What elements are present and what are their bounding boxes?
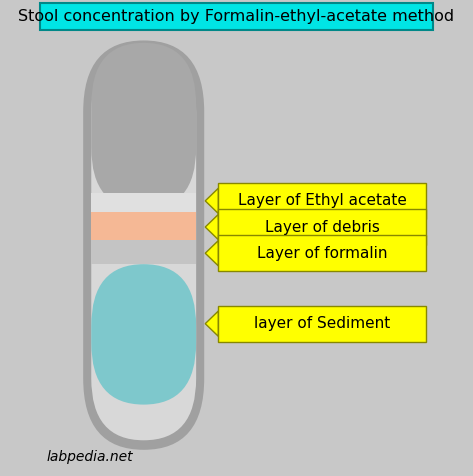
Bar xyxy=(91,240,196,264)
Bar xyxy=(219,209,426,245)
Polygon shape xyxy=(205,311,219,337)
Polygon shape xyxy=(205,240,219,266)
Bar xyxy=(91,193,196,212)
Bar xyxy=(219,235,426,271)
Text: labpedia.net: labpedia.net xyxy=(47,450,133,464)
Bar xyxy=(219,306,426,342)
Text: Layer of formalin: Layer of formalin xyxy=(257,246,387,261)
Polygon shape xyxy=(205,188,219,214)
Polygon shape xyxy=(205,214,219,240)
FancyBboxPatch shape xyxy=(40,3,433,30)
Bar xyxy=(91,212,196,240)
Bar xyxy=(219,183,426,219)
FancyBboxPatch shape xyxy=(83,40,204,450)
FancyBboxPatch shape xyxy=(91,43,196,209)
FancyBboxPatch shape xyxy=(91,264,196,405)
Text: Layer of debris: Layer of debris xyxy=(265,219,380,235)
Text: Stool concentration by Formalin-ethyl-acetate method: Stool concentration by Formalin-ethyl-ac… xyxy=(18,9,455,24)
Text: Layer of Ethyl acetate: Layer of Ethyl acetate xyxy=(238,193,407,208)
Text: layer of Sediment: layer of Sediment xyxy=(254,316,390,331)
FancyBboxPatch shape xyxy=(91,50,196,440)
